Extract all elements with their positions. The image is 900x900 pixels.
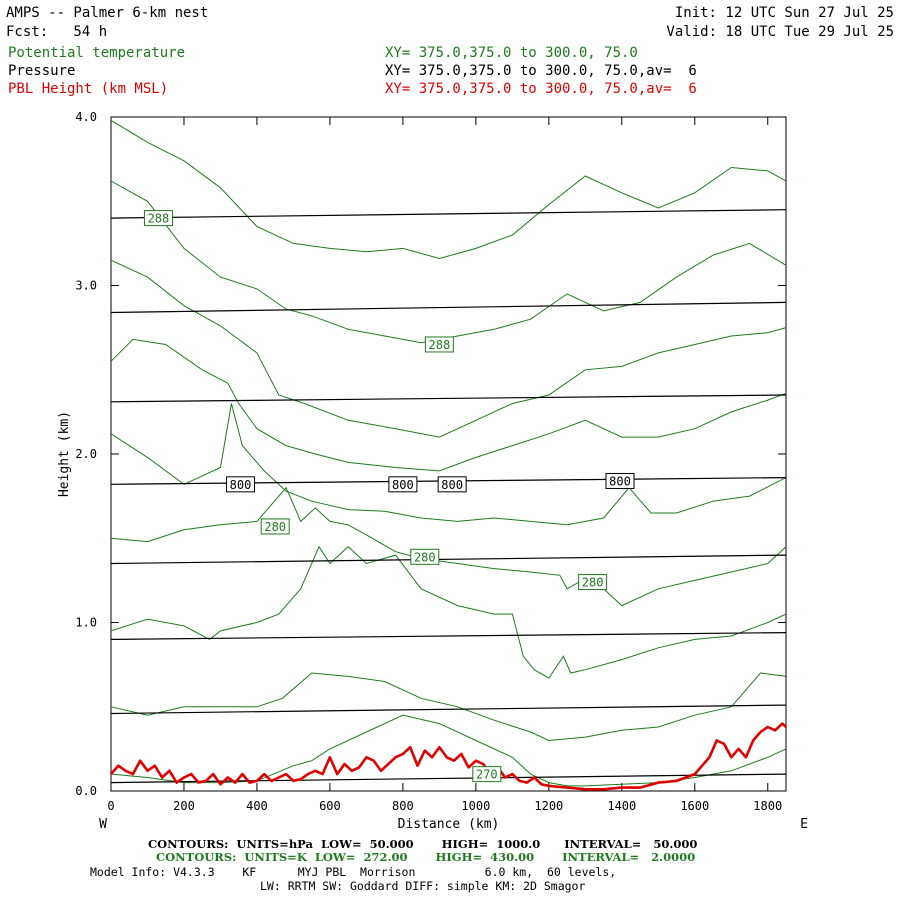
contour-label: 280 [264,520,286,534]
contour-label-box [260,518,290,535]
contour-label-box [388,476,418,493]
x-axis-label: Distance (km) [398,817,500,832]
pressure-contour-line [110,554,787,565]
footer-pressure-contours: CONTOURS: UNITS=hPa LOW= 50.000 HIGH= 10… [148,837,698,851]
pressure-contour-line [110,209,787,219]
valid-time: Valid: 18 UTC Tue 29 Jul 25 [666,24,894,40]
x-tick-label: 1400 [607,799,636,813]
x-tick-label: 1800 [753,799,782,813]
x-tick-label: 800 [392,799,414,813]
theta-contour-line [110,486,787,607]
legend-theta-name: Potential temperature [8,45,186,61]
theta-contour-line [110,180,787,344]
x-tick-label: 400 [246,799,268,813]
legend-pressure-name: Pressure [8,63,76,79]
legend-pbl-name: PBL Height (km MSL) [8,81,169,97]
pressure-contour-line [110,394,787,403]
legend-pbl-xy: XY= 375.0,375.0 to 300.0, 75.0,av= 6 [385,81,697,97]
contour-label: 800 [392,478,414,492]
contour-label-box [410,548,440,565]
contour-label-box [424,336,454,353]
y-tick-label: 3.0 [75,279,97,293]
x-tick-label: 1000 [461,799,490,813]
theta-contour-line [110,119,787,260]
footer-physics: LW: RRTM SW: Goddard DIFF: simple KM: 2D… [260,879,586,893]
x-tick-label: 600 [319,799,341,813]
pbl-height-line [110,722,787,791]
contour-label: 280 [414,550,436,564]
y-tick-label: 2.0 [75,447,97,461]
legend-pressure-xy: XY= 375.0,375.0 to 300.0, 75.0,av= 6 [385,63,697,79]
contour-label: 800 [441,478,463,492]
footer-theta-contours: CONTOURS: UNITS=K LOW= 272.00 HIGH= 430.… [156,850,696,864]
y-tick-label: 0.0 [75,784,97,798]
theta-contour-line [110,259,787,438]
contour-label-box [578,574,608,591]
contour-label: 800 [230,478,252,492]
pressure-contour-line [110,301,787,314]
contour-label: 288 [148,212,170,226]
init-time: Init: 12 UTC Sun 27 Jul 25 [674,5,894,21]
y-axis-label: Height (km) [57,411,72,497]
x-tick-label: 200 [173,799,195,813]
contour-label-box [226,476,256,493]
chart-header-title: AMPS -- Palmer 6-km nest [6,5,209,21]
theta-contour-line [110,672,787,742]
plot-frame [110,116,787,792]
x-tick-label: 1600 [680,799,709,813]
footer-model-info: Model Info: V4.3.3 KF MYJ PBL Morrison 6… [90,865,617,879]
y-tick-label: 1.0 [75,616,97,630]
x-tick-label: 0 [107,799,114,813]
contour-label: 270 [476,768,498,782]
contour-label: 288 [429,338,451,352]
theta-contour-line [110,338,787,472]
pressure-contour-line [110,632,787,640]
legend-theta-xy: XY= 375.0,375.0 to 300.0, 75.0 [385,45,638,61]
y-tick-label: 4.0 [75,110,97,124]
east-label: E [800,817,808,832]
contour-label: 280 [582,576,604,590]
contour-label-box [143,210,173,227]
contour-label: 800 [609,474,631,488]
west-label: W [99,817,107,832]
contour-label-box [605,472,635,489]
x-tick-label: 1200 [534,799,563,813]
contour-label-box [472,766,502,783]
forecast-hour: Fcst: 54 h [6,24,108,40]
theta-contour-line [110,403,787,526]
contour-label-box [437,476,467,493]
pressure-contour-line [110,704,787,715]
theta-contour-line [110,545,787,679]
